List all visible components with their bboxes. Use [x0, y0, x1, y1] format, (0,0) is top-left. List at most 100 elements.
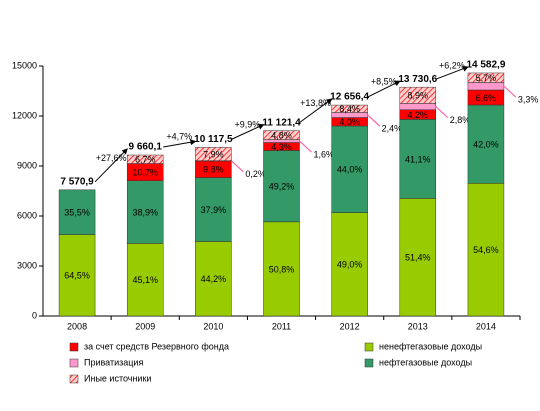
- value-label: 45,1%: [132, 275, 158, 285]
- callout-line: [435, 106, 449, 119]
- growth-label: +13,8%: [300, 98, 331, 108]
- y-tick-label: 15000: [12, 60, 37, 70]
- value-label: 2,4%: [382, 123, 403, 133]
- value-label: 4,3%: [271, 142, 292, 152]
- callout-line: [230, 160, 244, 173]
- y-tick-label: 9000: [17, 160, 37, 170]
- bar-segment: [331, 125, 368, 213]
- legend-label: нефтегазовые доходы: [379, 357, 472, 367]
- total-label: 12 656,4: [330, 92, 369, 103]
- total-label: 10 117,5: [194, 134, 233, 145]
- bar-segment: [58, 234, 96, 317]
- legend-label: Приватизация: [84, 357, 143, 367]
- growth-label: +27,6%: [96, 153, 127, 163]
- x-tick-label: 2008: [67, 321, 87, 331]
- x-tick-label: 2014: [476, 321, 496, 331]
- value-label: 8,4%: [339, 104, 360, 114]
- growth-arrow: [299, 98, 333, 124]
- value-label: 10,7%: [132, 168, 158, 178]
- bar-segment: [467, 183, 505, 317]
- x-tick-label: 2011: [272, 321, 291, 331]
- total-label: 14 582,9: [466, 60, 505, 71]
- value-label: 49,2%: [269, 182, 295, 192]
- bar-segment: [467, 72, 505, 83]
- callout-line: [299, 140, 312, 153]
- total-label: 7 570,9: [60, 176, 94, 187]
- value-label: 50,8%: [269, 264, 295, 274]
- legend-swatch: [364, 358, 374, 368]
- bar-segment: [331, 104, 368, 113]
- x-tick-label: 2013: [408, 321, 428, 331]
- bar-segment: [399, 103, 437, 111]
- value-label: 6,6%: [476, 93, 497, 103]
- value-label: 35,5%: [64, 208, 90, 218]
- growth-arrow: [231, 123, 265, 140]
- y-tick-label: 12000: [12, 110, 37, 120]
- value-label: 4,2%: [408, 110, 429, 120]
- legend-swatch: [69, 358, 79, 368]
- callout-line: [503, 85, 517, 98]
- bar-segment: [195, 147, 232, 161]
- bar-segment: [399, 119, 437, 199]
- total-label: 13 730,6: [398, 74, 437, 85]
- callout-line: [367, 114, 381, 127]
- bar-segment: [263, 221, 300, 317]
- bar-segment: [467, 82, 505, 91]
- value-label: 9,8%: [203, 165, 224, 175]
- value-label: 5,7%: [476, 73, 497, 83]
- bar-segment: [126, 180, 164, 244]
- value-label: 3,3%: [518, 95, 539, 105]
- legend-swatch: [69, 342, 79, 352]
- bar-segment: [399, 86, 437, 104]
- bar-segment: [467, 104, 505, 184]
- bar-segment: [126, 243, 164, 317]
- bar-segment: [331, 212, 368, 317]
- x-tick-label: 2009: [135, 321, 155, 331]
- growth-label: +6,2%: [439, 60, 465, 70]
- y-tick-label: 3000: [17, 260, 37, 270]
- growth-arrow: [94, 148, 128, 183]
- legend-label: ненефтегазовые доходы: [379, 341, 482, 351]
- legend-swatch: [69, 374, 79, 384]
- value-label: 1,6%: [314, 149, 335, 159]
- legend-label: за счет средств Резервного фонда: [84, 341, 229, 351]
- bar-segment: [263, 150, 300, 223]
- value-label: 54,6%: [473, 245, 499, 255]
- value-label: 4,8%: [271, 130, 292, 140]
- growth-arrow: [163, 139, 197, 148]
- value-label: 2,8%: [450, 115, 471, 125]
- value-label: 4,0%: [339, 117, 360, 127]
- value-label: 41,1%: [405, 154, 431, 164]
- value-label: 49,0%: [337, 260, 363, 270]
- bar-segment: [263, 130, 300, 140]
- growth-label: +8,5%: [371, 76, 397, 86]
- growth-arrow: [367, 80, 401, 98]
- value-label: 44,0%: [337, 165, 363, 175]
- value-label: 37,9%: [201, 205, 227, 215]
- value-label: 51,4%: [405, 253, 431, 263]
- value-label: 8,9%: [408, 91, 429, 101]
- value-label: 0,2%: [245, 169, 266, 179]
- growth-label: +9,9%: [235, 119, 261, 129]
- value-label: 44,2%: [201, 274, 227, 284]
- legend-swatch: [364, 342, 374, 352]
- value-label: 42,0%: [473, 140, 499, 150]
- value-label: 7,9%: [203, 149, 224, 159]
- legend-label: Иные источники: [84, 373, 151, 383]
- bar-segment: [58, 189, 96, 235]
- growth-arrow: [435, 65, 469, 80]
- growth-label: +4,7%: [166, 132, 192, 142]
- value-label: 64,5%: [64, 271, 90, 281]
- y-tick-label: 6000: [17, 210, 37, 220]
- bar-segment: [195, 177, 232, 242]
- bar-segment: [195, 241, 232, 317]
- value-label: 6,7%: [135, 155, 156, 165]
- x-tick-label: 2010: [203, 321, 223, 331]
- y-tick-label: 0: [32, 310, 37, 320]
- value-label: 38,9%: [132, 207, 158, 217]
- total-label: 11 121,4: [262, 117, 301, 128]
- bar-segment: [126, 154, 164, 164]
- total-label: 9 660,1: [129, 142, 163, 153]
- x-tick-label: 2012: [340, 321, 360, 331]
